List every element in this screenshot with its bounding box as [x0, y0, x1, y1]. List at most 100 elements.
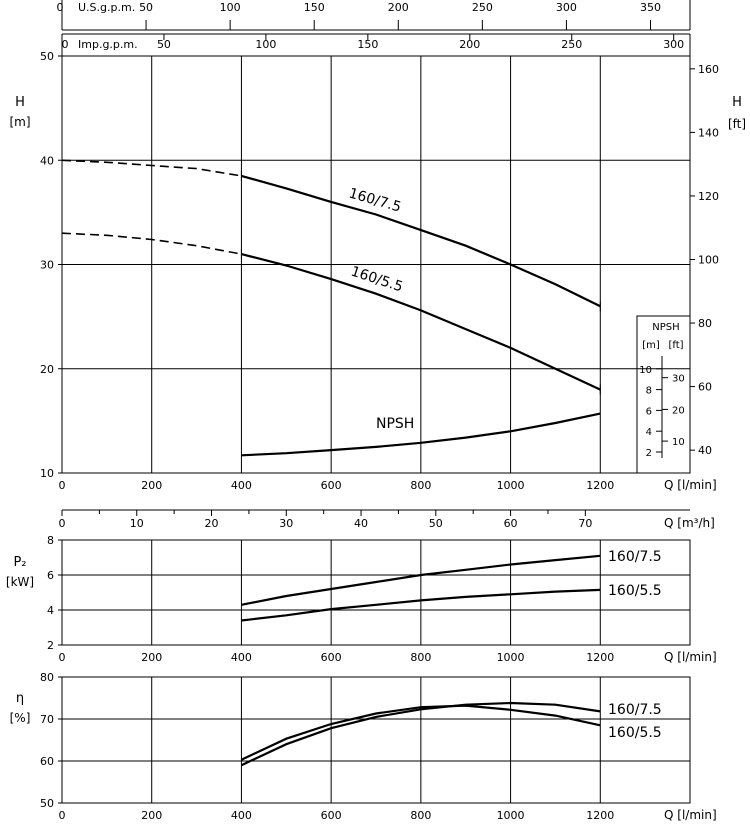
- power-series-label-160-5-5: 160/5.5: [608, 583, 662, 599]
- us-gpm-axis-label: U.S.g.p.m.: [78, 1, 135, 14]
- npsh-inset-title: NPSH: [652, 322, 679, 333]
- power-x-tick-label: 600: [321, 651, 342, 664]
- efficiency-x-tick-label: 1200: [586, 809, 614, 822]
- m3h-tick-label: 40: [354, 517, 368, 530]
- us-gpm-tick-label: 150: [304, 1, 325, 14]
- head-curve-160-7-5-dashed: [61, 159, 242, 177]
- power-curve-160-7-5: [241, 554, 601, 606]
- efficiency-curve-160-7-5: [240, 701, 601, 767]
- head-ft-tick-label: 60: [698, 381, 712, 394]
- head-right-axis-unit: [ft]: [728, 117, 746, 131]
- efficiency-x-tick-label: 600: [321, 809, 342, 822]
- power-x-tick-label: 400: [231, 651, 252, 664]
- us-gpm-tick-label: 250: [472, 1, 493, 14]
- head-curve-npsh: [241, 412, 601, 457]
- head-curve-160-5-5: [241, 253, 601, 391]
- efficiency-x-tick-label: 0: [59, 809, 66, 822]
- head-x-tick-label: 1000: [497, 479, 525, 492]
- m3h-tick-label: 0: [59, 517, 66, 530]
- npsh-m-tick-label: 2: [646, 448, 652, 459]
- us-gpm-tick-label: 300: [556, 1, 577, 14]
- head-x-tick-label: 1200: [586, 479, 614, 492]
- efficiency-y-tick-label: 80: [40, 671, 54, 684]
- efficiency-x-tick-label: 200: [141, 809, 162, 822]
- power-y-axis-title: P₂: [13, 555, 26, 570]
- power-x-tick-label: 1000: [497, 651, 525, 664]
- head-ft-tick-label: 160: [698, 63, 719, 76]
- efficiency-plot-frame: [61, 676, 691, 804]
- efficiency-y-axis-title: η: [16, 691, 24, 706]
- power-curve-160-5-5: [241, 588, 601, 622]
- npsh-m-tick-label: 6: [646, 406, 652, 417]
- imp-gpm-tick-label: 50: [157, 38, 171, 51]
- m3h-tick-label: 70: [578, 517, 592, 530]
- power-x-tick-label: 800: [410, 651, 431, 664]
- head-y-axis-title: H: [15, 95, 25, 110]
- power-x-tick-label: 0: [59, 651, 66, 664]
- npsh-inset-box: [636, 315, 691, 474]
- head-curve-160-5-5-dashed: [61, 232, 242, 255]
- head-right-axis-title: H: [732, 95, 742, 110]
- head-ft-tick-label: 140: [698, 126, 719, 139]
- head-x-tick-label: 400: [231, 479, 252, 492]
- imp-gpm-tick-label: 300: [663, 38, 684, 51]
- power-y-axis-unit: [kW]: [6, 575, 34, 589]
- npsh-m-tick-label: 10: [639, 365, 652, 376]
- npsh-ft-tick-label: 10: [672, 437, 685, 448]
- imp-gpm-axis-label: Imp.g.p.m.: [78, 38, 138, 51]
- head-ft-tick-label: 100: [698, 253, 719, 266]
- m3h-tick-label: 50: [429, 517, 443, 530]
- imp-gpm-tick-label: 150: [357, 38, 378, 51]
- m3h-axis-label: Q [m³/h]: [664, 516, 715, 530]
- us-gpm-tick-label: 200: [388, 1, 409, 14]
- head-x-tick-label: 800: [410, 479, 431, 492]
- m3h-tick-label: 30: [279, 517, 293, 530]
- power-y-tick-label: 4: [47, 604, 54, 617]
- efficiency-series-label-160-7-5: 160/7.5: [608, 702, 662, 718]
- npsh-ft-tick-label: 20: [672, 405, 685, 416]
- efficiency-x-tick-label: 800: [410, 809, 431, 822]
- efficiency-y-tick-label: 60: [40, 755, 54, 768]
- efficiency-series-label-160-5-5: 160/5.5: [608, 725, 662, 741]
- power-x-tick-label: 200: [141, 651, 162, 664]
- head-ft-tick-label: 120: [698, 190, 719, 203]
- efficiency-x-tick-label: 400: [231, 809, 252, 822]
- power-y-tick-label: 8: [47, 534, 54, 547]
- head-y-tick-label: 20: [40, 363, 54, 376]
- npsh-ft-tick-label: 30: [672, 374, 685, 385]
- efficiency-y-tick-label: 70: [40, 713, 54, 726]
- efficiency-x-axis-label: Q [l/min]: [664, 808, 717, 822]
- npsh-m-tick-label: 4: [646, 427, 652, 438]
- power-series-label-160-7-5: 160/7.5: [608, 549, 662, 565]
- us-gpm-tick-label: 100: [220, 1, 241, 14]
- npsh-inset-unit-ft: [ft]: [668, 340, 683, 351]
- us-gpm-tick-label: 50: [139, 1, 153, 14]
- head-y-axis-unit: [m]: [9, 115, 30, 129]
- head-series-label-160-5-5: 160/5.5: [349, 264, 405, 296]
- head-y-tick-label: 40: [40, 154, 54, 167]
- efficiency-x-tick-label: 1000: [497, 809, 525, 822]
- us-gpm-tick-label: 350: [640, 1, 661, 14]
- imp-gpm-zero-label: 0: [62, 38, 69, 51]
- head-y-tick-label: 10: [40, 467, 54, 480]
- head-ft-tick-label: 40: [698, 444, 712, 457]
- npsh-m-tick-label: 8: [646, 386, 652, 397]
- head-y-tick-label: 30: [40, 259, 54, 272]
- head-x-axis-label: Q [l/min]: [664, 478, 717, 492]
- efficiency-curve-160-5-5: [240, 704, 601, 761]
- us-gpm-zero-label: 0: [57, 1, 64, 14]
- imp-gpm-tick-label: 250: [561, 38, 582, 51]
- power-x-tick-label: 1200: [586, 651, 614, 664]
- power-y-tick-label: 2: [47, 639, 54, 652]
- imp-gpm-tick-label: 100: [255, 38, 276, 51]
- npsh-inset-unit-m: [m]: [642, 340, 660, 351]
- head-x-tick-label: 600: [321, 479, 342, 492]
- power-y-tick-label: 6: [47, 569, 54, 582]
- head-ft-tick-label: 80: [698, 317, 712, 330]
- efficiency-y-tick-label: 50: [40, 797, 54, 810]
- power-x-axis-label: Q [l/min]: [664, 650, 717, 664]
- m3h-tick-label: 20: [205, 517, 219, 530]
- head-series-label-npsh: NPSH: [376, 416, 414, 432]
- m3h-tick-label: 10: [130, 517, 144, 530]
